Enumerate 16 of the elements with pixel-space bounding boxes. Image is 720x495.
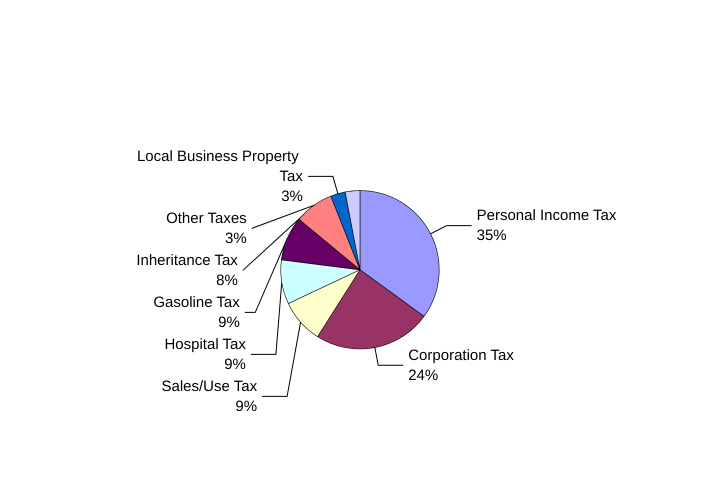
data-label: 3% [281,188,303,205]
data-label: 24% [408,366,438,384]
slice-label: Other Taxes [166,210,247,227]
data-label: 8% [216,272,238,289]
data-label: 35% [476,227,507,244]
slice-label: Sales/Use Tax [161,378,258,395]
slice-label: Local Business Property Tax [136,148,304,185]
slice-label: Personal Income Tax [476,207,617,224]
data-label: 9% [235,398,258,415]
slice-label: Corporation Tax [408,346,514,364]
slice-label: Gasoline Tax [153,294,240,311]
data-label: 9% [218,314,240,331]
slice-label: Hospital Tax [164,336,246,353]
slice-label: Inheritance Tax [136,252,238,269]
data-label: 3% [225,230,247,247]
data-label: 9% [224,356,246,373]
